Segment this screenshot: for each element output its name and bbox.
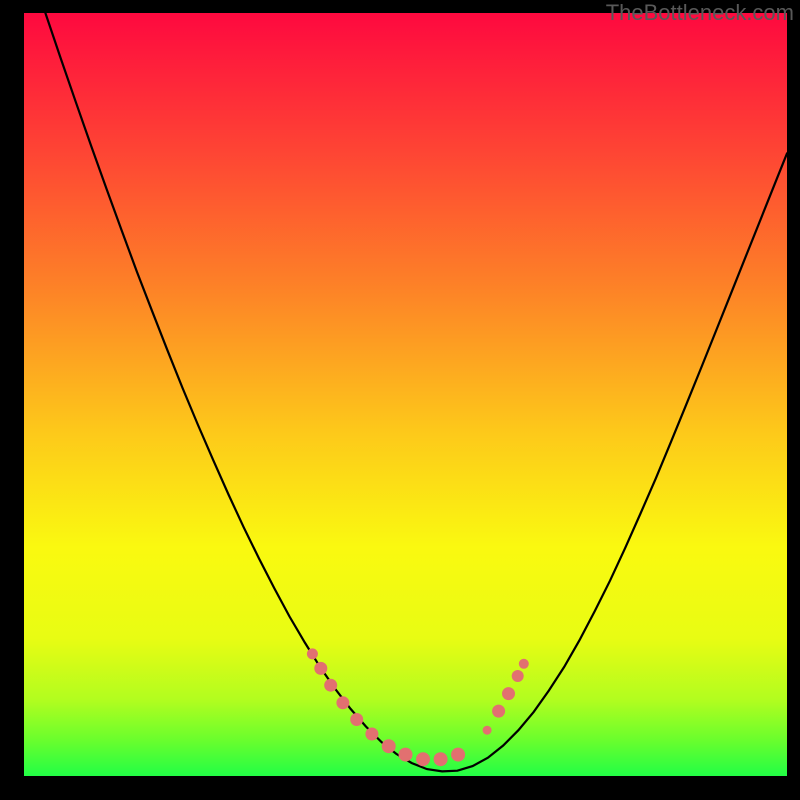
highlight-node <box>492 705 505 718</box>
highlight-node <box>350 713 363 726</box>
plot-area <box>24 13 787 776</box>
bottleneck-curve-chart <box>24 13 787 776</box>
gradient-background <box>24 13 787 776</box>
highlight-node <box>307 648 318 659</box>
highlight-node <box>314 662 327 675</box>
highlight-node <box>324 679 337 692</box>
highlight-node <box>483 726 492 735</box>
chart-canvas: TheBottleneck.com <box>0 0 800 800</box>
highlight-node <box>382 739 396 753</box>
watermark-text: TheBottleneck.com <box>606 0 794 26</box>
highlight-node <box>365 728 378 741</box>
highlight-node <box>399 748 413 762</box>
highlight-node <box>434 752 448 766</box>
highlight-node <box>451 748 465 762</box>
highlight-node <box>519 659 529 669</box>
highlight-node <box>512 670 524 682</box>
highlight-node <box>336 696 349 709</box>
highlight-node <box>502 687 515 700</box>
highlight-node <box>416 752 430 766</box>
